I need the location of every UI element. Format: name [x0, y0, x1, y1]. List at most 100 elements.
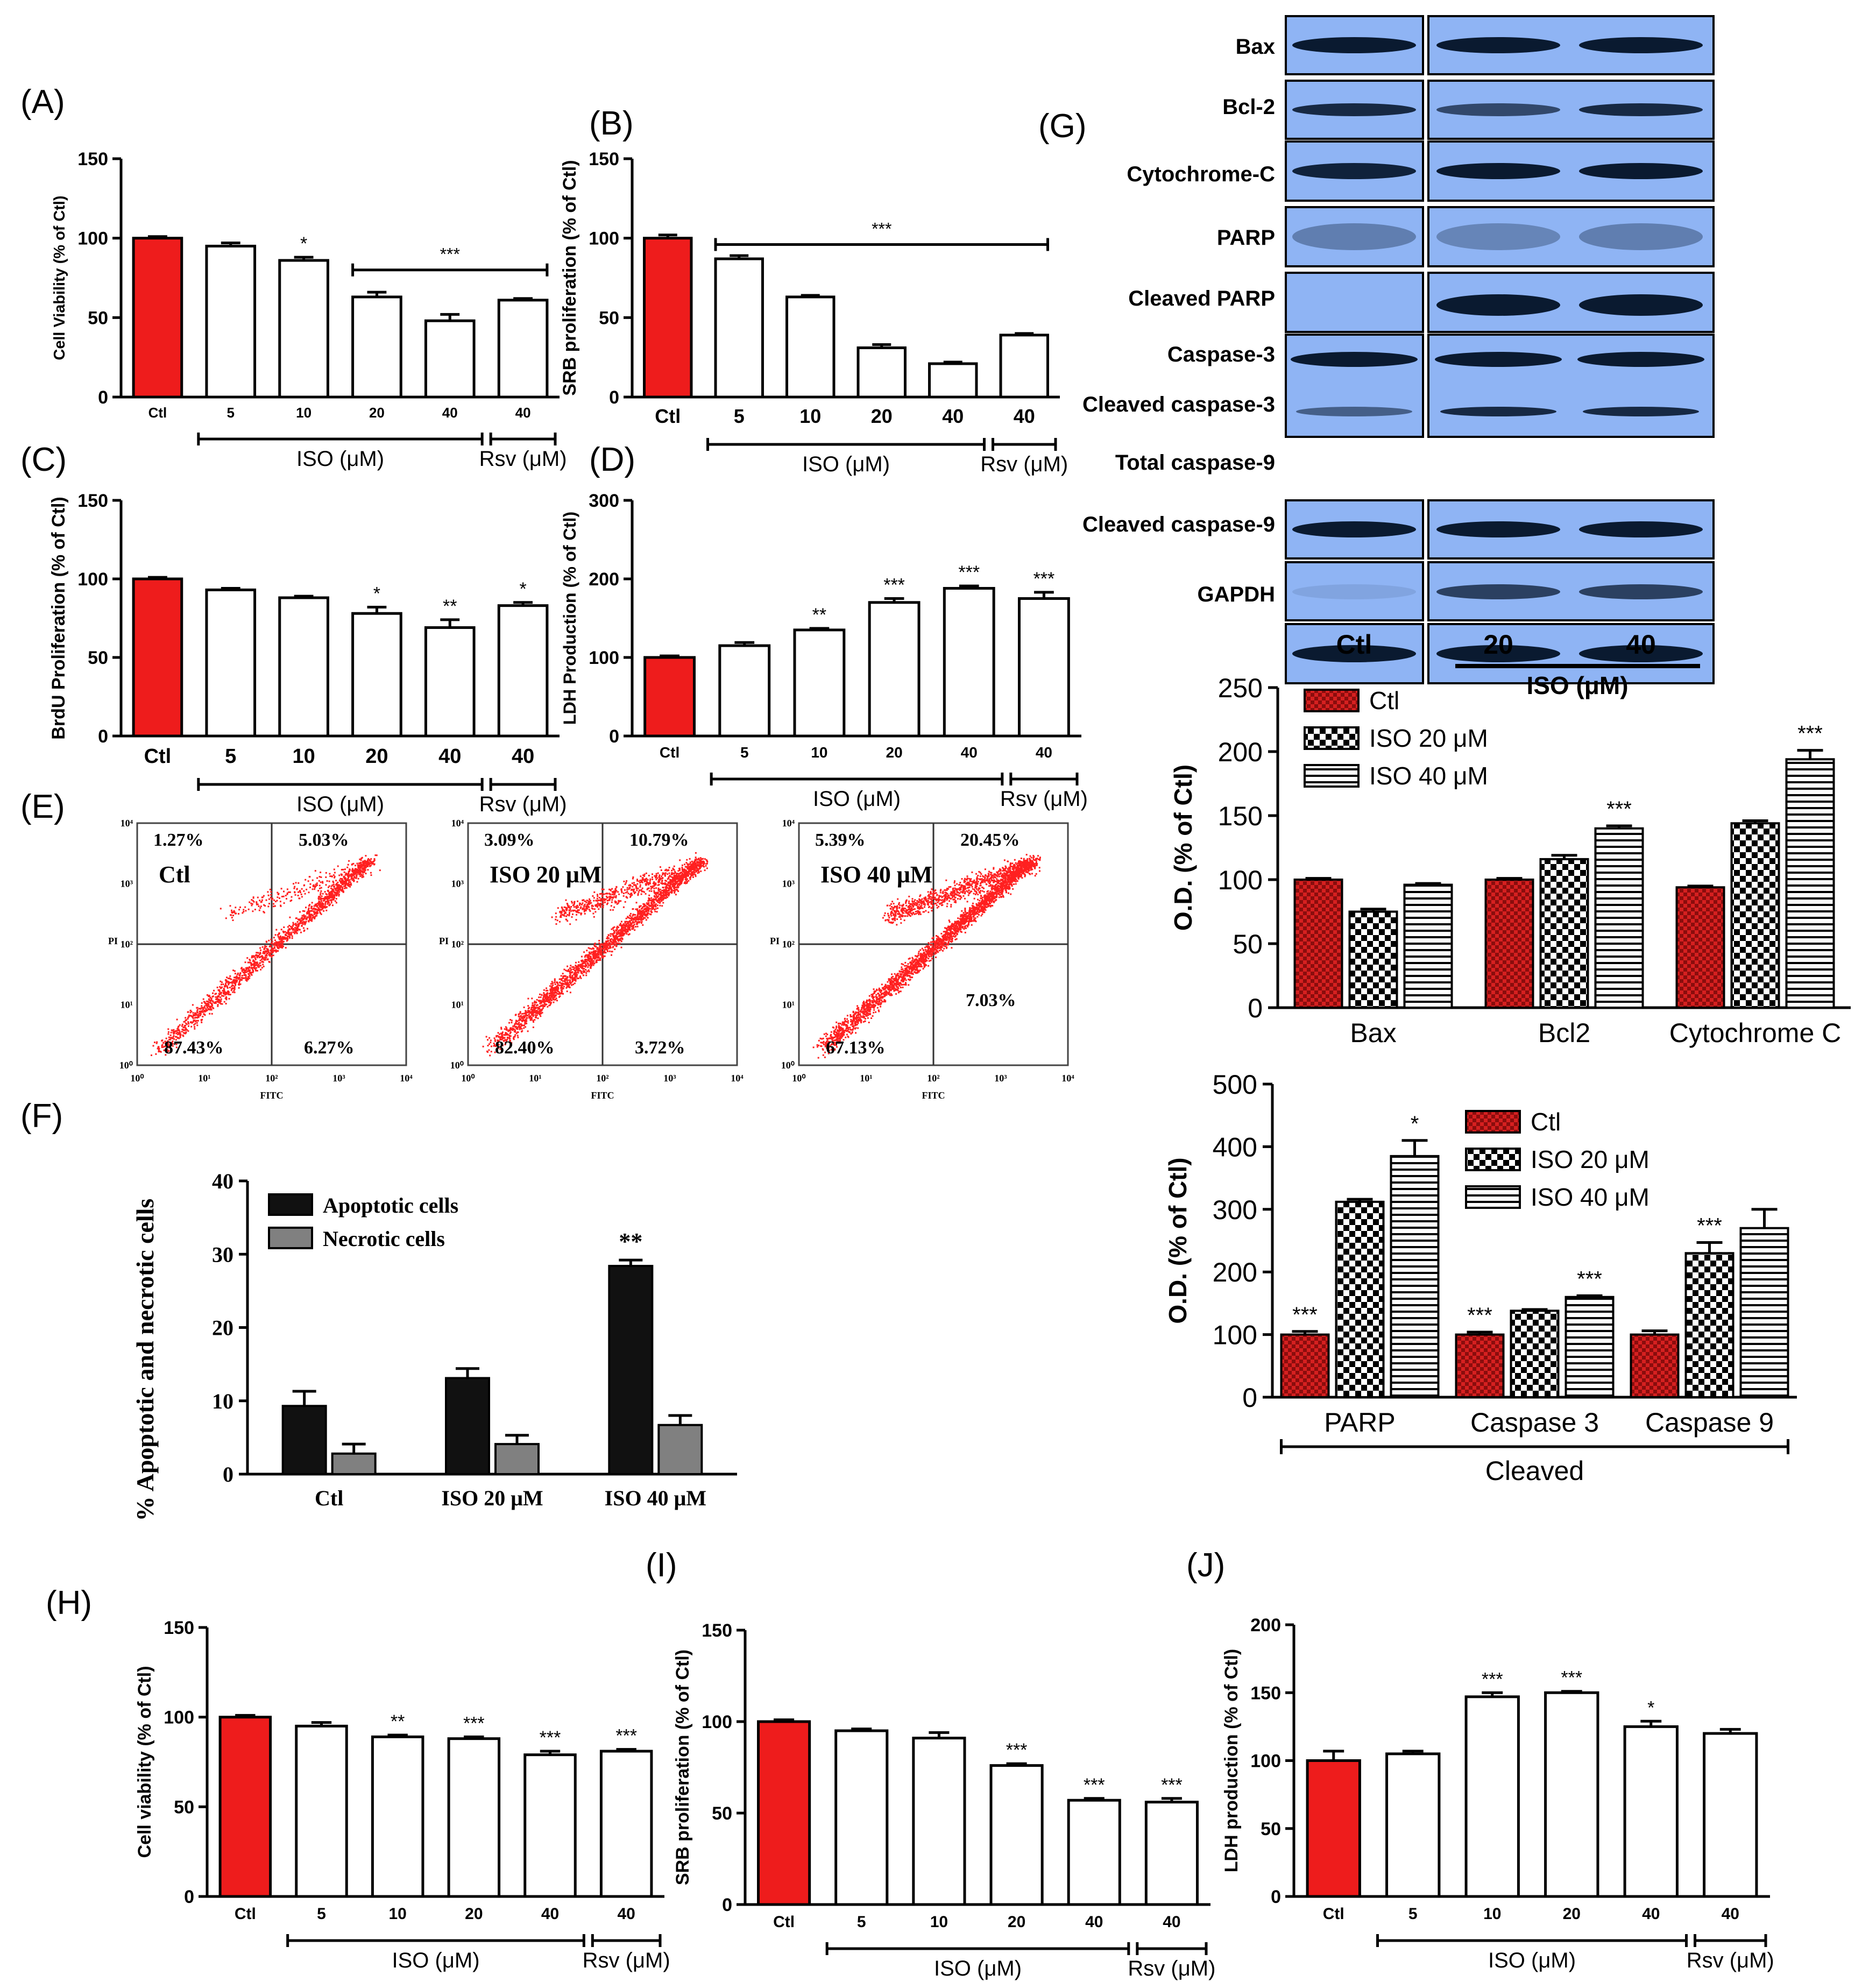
group-label: Rsv (μM) — [1000, 787, 1088, 811]
y-tick-label: 0 — [1271, 1887, 1281, 1907]
blot-band — [1579, 584, 1703, 599]
x-tick-label: ISO 20 μM — [441, 1486, 543, 1510]
group-label: Cleaved — [1485, 1456, 1584, 1486]
significance-label: *** — [1482, 1669, 1503, 1689]
bar — [714, 257, 764, 399]
y-axis-label: PI — [770, 936, 780, 946]
significance-label: *** — [1006, 1740, 1028, 1760]
chart-ldh-production-d: 0 100 200 300 LDH Production (% of Ctl) Ctl 5 *… — [560, 491, 1088, 811]
bar-iso20 — [1730, 822, 1780, 1009]
y-tick-label: 300 — [589, 491, 619, 511]
x-tick-label: PARP — [1324, 1407, 1395, 1438]
legend-swatch — [1465, 1148, 1521, 1171]
bar — [523, 1753, 577, 1898]
y-axis-label: LDH production (% of Ctl) — [1221, 1649, 1242, 1872]
quadrant-ul: 3.09% — [484, 830, 535, 850]
x-tick-label: 5 — [317, 1905, 326, 1923]
legend-label: Ctl — [1369, 686, 1399, 714]
x-tick-label: 10⁰ — [461, 1073, 475, 1084]
flow-plot-1: 10⁰ 10⁰ 10¹ 10¹ 10² 10² 10³ 10³ 10⁴ 10⁴ FITC PI Ctl 1… — [108, 818, 413, 1101]
y-tick-label: 200 — [1213, 1257, 1257, 1287]
x-tick-label: Cytochrome C — [1669, 1018, 1842, 1048]
y-tick-label: 100 — [589, 648, 619, 668]
blot-band — [1579, 103, 1703, 116]
significance-label: ** — [443, 596, 457, 617]
blot-band — [1436, 521, 1560, 537]
blot-row-label: Total caspase-9 — [1115, 451, 1275, 475]
significance-label: *** — [1797, 722, 1823, 746]
x-tick-label: 10 — [811, 744, 827, 761]
y-tick-label: 100 — [77, 229, 108, 249]
y-tick-label: 10⁴ — [451, 818, 464, 829]
quadrant-ll: 67.13% — [826, 1038, 886, 1058]
western-blot: Bax Bcl-2 Cytochrome-C PARP Cleaved PARP Casp… — [1082, 15, 1715, 699]
x-tick-label: 10³ — [663, 1073, 676, 1084]
bar-iso20 — [1348, 910, 1398, 1009]
iso-group-label: ISO (μM) — [1526, 671, 1628, 699]
legend-swatch — [268, 1193, 313, 1216]
bar — [599, 1750, 653, 1898]
x-tick-label: Ctl — [655, 405, 681, 427]
x-tick-label: 10² — [596, 1073, 608, 1084]
y-axis-label: Cell viability (% of Ctl) — [134, 1666, 155, 1858]
group-label: Rsv (μM) — [1128, 1957, 1215, 1980]
bar — [424, 626, 476, 738]
quadrant-ll: 82.40% — [495, 1038, 555, 1058]
panel-letter-a: (A) — [20, 83, 65, 121]
bar-apoptotic — [445, 1377, 490, 1475]
bar-iso40 — [1390, 1155, 1440, 1399]
x-tick-label: Ctl — [773, 1913, 795, 1931]
scatter-dots — [151, 854, 381, 1056]
x-axis-label: FITC — [922, 1090, 945, 1101]
bar — [1623, 1725, 1679, 1898]
significance-label: *** — [1697, 1214, 1722, 1237]
y-tick-label: 250 — [1218, 673, 1263, 703]
lane-label-40: 40 — [1626, 629, 1656, 660]
blot-row-label: Cleaved caspase-9 — [1082, 513, 1275, 536]
scatter-dots — [812, 854, 1041, 1059]
bar-ctl — [1280, 1333, 1330, 1399]
y-tick-label: 100 — [1250, 1751, 1281, 1772]
significance-label: *** — [1084, 1775, 1105, 1795]
bar-ctl — [643, 237, 693, 399]
x-tick-label: 10 — [292, 745, 315, 768]
x-tick-label: Caspase 9 — [1645, 1407, 1774, 1438]
x-tick-label: 10¹ — [529, 1073, 541, 1084]
panel-letter-b: (B) — [589, 105, 634, 142]
x-tick-label: 20 — [1008, 1913, 1025, 1931]
x-tick-label: Caspase 3 — [1470, 1407, 1599, 1438]
y-tick-label: 10³ — [451, 879, 464, 889]
blot-band — [1579, 294, 1703, 316]
blot-band — [1436, 294, 1560, 316]
x-axis-label: FITC — [591, 1090, 614, 1101]
blot-band — [1436, 645, 1560, 662]
significance-label: * — [1647, 1697, 1654, 1718]
bar-iso20 — [1335, 1200, 1385, 1399]
chart-brdu-proliferation-c: 0 50 100 150 BrdU Proliferation (% of Ctl) Ct… — [48, 491, 567, 816]
bar-necrotic — [494, 1443, 540, 1475]
y-tick-label: 10¹ — [451, 1000, 464, 1010]
blot-band — [1435, 352, 1562, 367]
y-tick-label: 200 — [1250, 1615, 1281, 1636]
significance-label: *** — [463, 1713, 485, 1733]
lane-label-20: 20 — [1483, 629, 1513, 660]
bar — [205, 244, 257, 399]
blot-band — [1579, 37, 1703, 53]
y-tick-label: 10² — [782, 939, 795, 950]
quadrant-ur: 20.45% — [960, 830, 1020, 850]
bar-necrotic — [657, 1424, 703, 1475]
x-tick-label: Ctl — [144, 745, 172, 768]
legend-label: Ctl — [1531, 1108, 1561, 1136]
y-tick-label: 10⁴ — [782, 818, 795, 829]
bar — [278, 596, 329, 738]
quadrant-ur: 10.79% — [629, 830, 689, 850]
y-tick-label: 30 — [212, 1242, 233, 1266]
bar — [424, 319, 476, 399]
y-axis-label: PI — [108, 936, 118, 946]
bar — [371, 1735, 424, 1898]
bar-ctl — [1455, 1333, 1505, 1399]
scatter-dots — [482, 852, 709, 1057]
y-tick-label: 150 — [164, 1618, 194, 1638]
y-tick-label: 300 — [1213, 1195, 1257, 1225]
panel-letter-c: (C) — [20, 441, 67, 478]
